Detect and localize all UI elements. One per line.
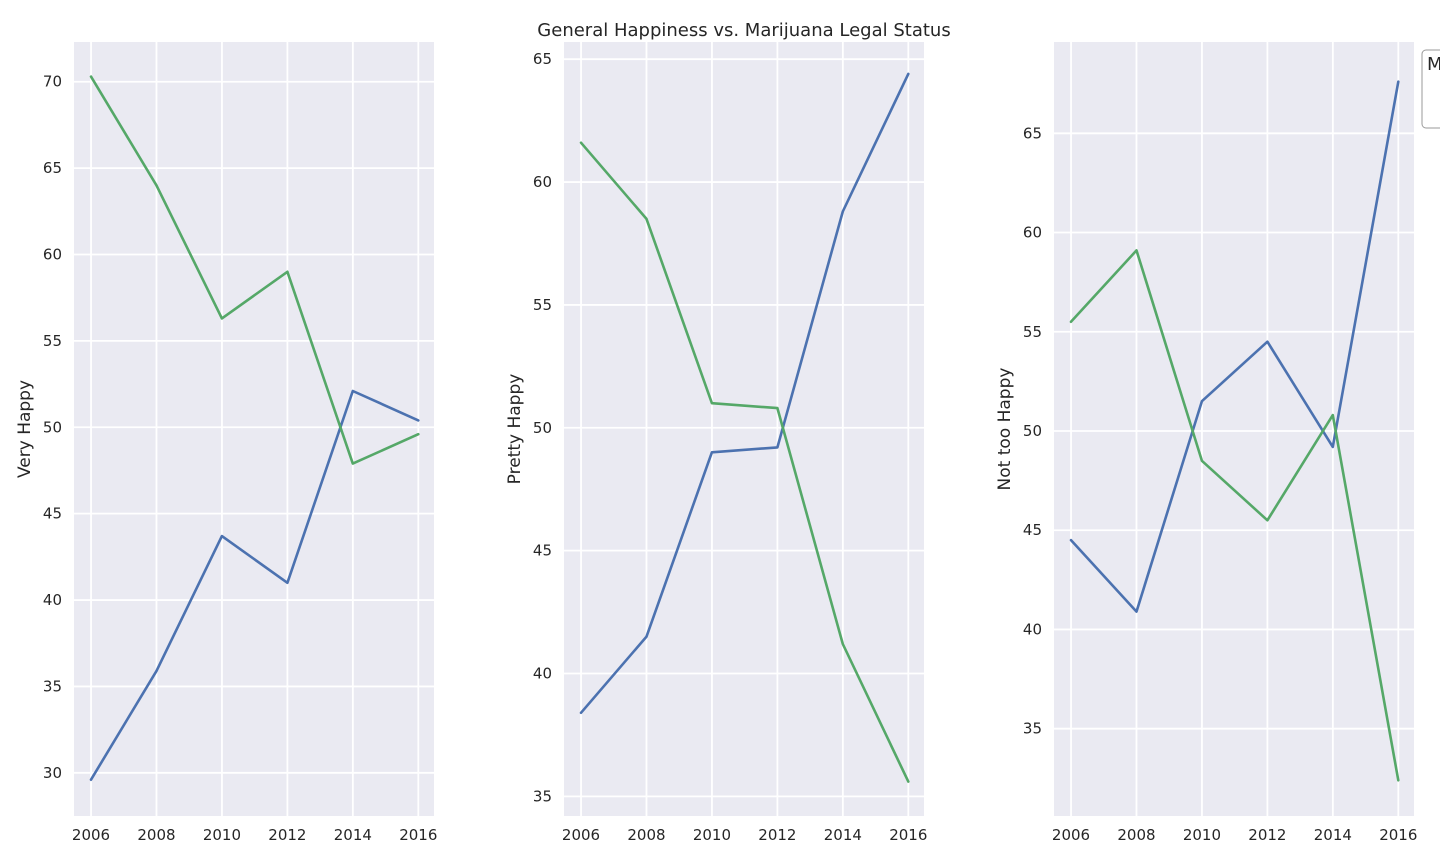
not-too-happy-xtick-label: 2014 (1314, 826, 1352, 844)
pretty-happy-ytick-label: 60 (533, 173, 552, 191)
very-happy-ytick-label: 40 (43, 591, 62, 609)
pretty-happy-ylabel: Pretty Happy (505, 374, 525, 485)
very-happy-ytick-label: 60 (43, 246, 62, 264)
very-happy-xtick-label: 2008 (137, 826, 175, 844)
very-happy-ylabel: Very Happy (15, 380, 35, 478)
not-too-happy-ytick-label: 65 (1023, 124, 1042, 142)
not-too-happy-ytick-label: 45 (1023, 521, 1042, 539)
not-too-happy-ytick-label: 40 (1023, 620, 1042, 638)
not-too-happy-ytick-label: 50 (1023, 422, 1042, 440)
very-happy-ytick-label: 70 (43, 73, 62, 91)
not-too-happy-ytick-label: 35 (1023, 720, 1042, 738)
not-too-happy-panel: 2006 2008 2010 2012 2014 2016 35 40 45 50 55 60 65 No… (995, 42, 1417, 844)
pretty-happy-ytick-label: 65 (533, 50, 552, 68)
very-happy-xtick-label: 2010 (203, 826, 241, 844)
pretty-happy-series-line-green (579, 141, 910, 783)
legend-box: M (1421, 49, 1440, 129)
not-too-happy-series-line-blue (1069, 80, 1400, 613)
pretty-happy-ytick-label: 35 (533, 787, 552, 805)
not-too-happy-xtick-label: 2008 (1117, 826, 1155, 844)
very-happy-xtick-label: 2014 (334, 826, 372, 844)
not-too-happy-xtick-label: 2010 (1183, 826, 1221, 844)
pretty-happy-xtick-label: 2006 (562, 826, 600, 844)
very-happy-series-line-green (89, 75, 420, 465)
pretty-happy-series-line-blue (579, 72, 910, 715)
not-too-happy-series-line-green (1069, 249, 1400, 782)
very-happy-ytick-label: 55 (43, 332, 62, 350)
very-happy-series-line-blue (89, 389, 420, 782)
very-happy-ytick-label: 50 (43, 418, 62, 436)
pretty-happy-xtick-label: 2012 (758, 826, 796, 844)
very-happy-panel: 2006 2008 2010 2012 2014 2016 30 35 40 45 50 55 60 65… (15, 42, 437, 844)
not-too-happy-ylabel: Not too Happy (995, 368, 1015, 491)
not-too-happy-ytick-label: 60 (1023, 224, 1042, 242)
pretty-happy-xtick-label: 2008 (627, 826, 665, 844)
pretty-happy-ytick-label: 40 (533, 664, 552, 682)
very-happy-xtick-label: 2012 (268, 826, 306, 844)
pretty-happy-xtick-label: 2016 (889, 826, 927, 844)
pretty-happy-xtick-label: 2010 (693, 826, 731, 844)
not-too-happy-ytick-label: 55 (1023, 323, 1042, 341)
chart-suptitle: General Happiness vs. Marijuana Legal St… (537, 20, 950, 41)
not-too-happy-xtick-label: 2006 (1052, 826, 1090, 844)
very-happy-ytick-label: 35 (43, 677, 62, 695)
not-too-happy-plot-area (1054, 42, 1414, 816)
pretty-happy-ytick-label: 45 (533, 542, 552, 560)
pretty-happy-xtick-label: 2014 (824, 826, 862, 844)
pretty-happy-ytick-label: 55 (533, 296, 552, 314)
not-too-happy-xtick-label: 2016 (1379, 826, 1417, 844)
very-happy-ytick-label: 45 (43, 505, 62, 523)
very-happy-ytick-label: 30 (43, 764, 62, 782)
very-happy-ytick-label: 65 (43, 159, 62, 177)
pretty-happy-ytick-label: 50 (533, 419, 552, 437)
very-happy-xtick-label: 2016 (399, 826, 437, 844)
very-happy-xtick-label: 2006 (72, 826, 110, 844)
very-happy-plot-area (74, 42, 434, 816)
not-too-happy-xtick-label: 2012 (1248, 826, 1286, 844)
legend-fragment: M (1427, 54, 1440, 75)
pretty-happy-panel: 2006 2008 2010 2012 2014 2016 35 40 45 50 55 60 65 Pr… (505, 42, 927, 844)
